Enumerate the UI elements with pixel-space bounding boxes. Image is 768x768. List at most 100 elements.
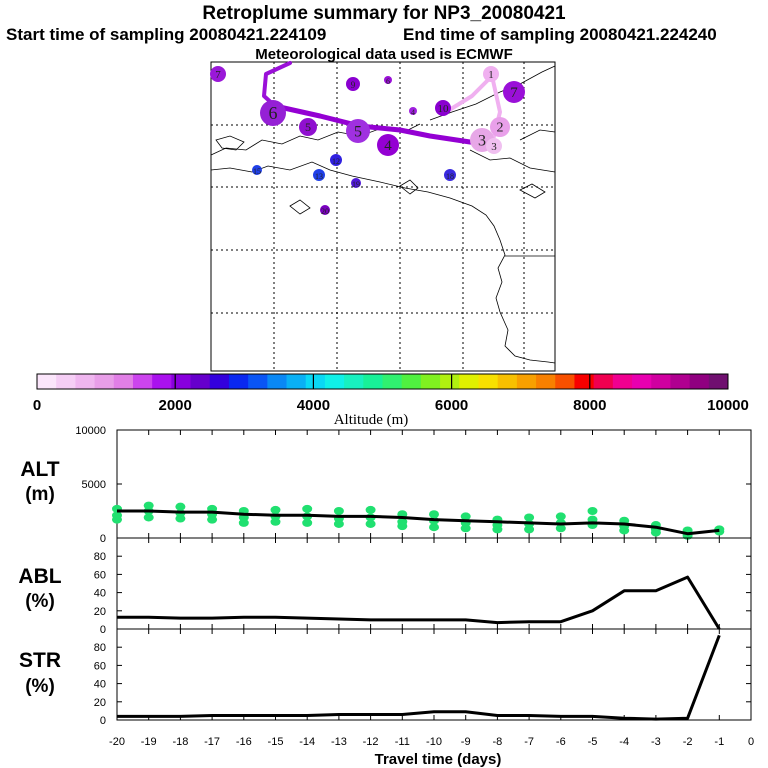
colorbar-swatch (344, 374, 364, 389)
altitude-point (460, 524, 471, 533)
plume-marker: 9 (346, 77, 360, 91)
plume-marker: 13 (313, 169, 325, 181)
plume-marker: 3 (486, 138, 502, 154)
y-tick-label: 40 (94, 588, 106, 600)
colorbar-swatch (670, 374, 691, 389)
x-tick-label: -7 (524, 736, 534, 748)
x-tick-label: -18 (172, 736, 188, 748)
panel-unit: (%) (25, 591, 55, 612)
altitude-point (555, 524, 566, 533)
colorbar-swatch (574, 374, 595, 389)
plume-marker: 4 (409, 107, 417, 117)
plume-marker-label: 3 (491, 141, 497, 153)
met-data-label: Meteorological data used is ECMWF (255, 46, 513, 63)
panel-str: 0 20 40 60 80 STR (%) (19, 628, 752, 727)
colorbar-swatch (401, 374, 422, 389)
x-tick-label: -8 (493, 736, 503, 748)
y-tick-label: 60 (94, 569, 106, 581)
colorbar-swatch (56, 374, 76, 389)
plume-marker-label: 1 (488, 69, 494, 81)
plume-marker-dot (490, 117, 510, 137)
panel-frame (116, 537, 752, 630)
colorbar-title: Altitude (m) (334, 412, 409, 428)
plume-marker-dot (483, 66, 499, 82)
altitude-point (238, 518, 249, 527)
altitude-point (555, 512, 566, 521)
plume-marker-dot (252, 165, 262, 175)
colorbar-swatch (209, 374, 230, 389)
plume-marker: 6 (384, 76, 392, 86)
colorbar-swatch (459, 374, 479, 389)
plume-marker-label: 7 (510, 85, 518, 101)
plume-marker-label: 4 (411, 108, 415, 117)
x-tick-label: -3 (651, 736, 661, 748)
x-tick-label: -19 (141, 736, 157, 748)
colorbar-swatch (190, 374, 211, 389)
y-tick-label: 0 (100, 715, 106, 727)
plume-marker: 12 (330, 154, 342, 166)
plume-marker-dot (503, 81, 525, 103)
colorbar-swatch (497, 374, 518, 389)
colorbar-swatch (651, 374, 671, 389)
plume-marker-label: 18 (446, 172, 454, 181)
x-tick-label: -17 (204, 736, 220, 748)
x-tick-label: -5 (588, 736, 598, 748)
x-tick-label: -13 (331, 736, 347, 748)
colorbar-swatch (37, 374, 57, 389)
altitude-point (302, 504, 313, 513)
y-tick-label: 60 (94, 660, 106, 672)
y-tick-label: 40 (94, 679, 106, 691)
plume-marker-dot (409, 107, 417, 115)
plume-marker: 4 (377, 134, 399, 156)
colorbar-tick-label: 0 (33, 397, 41, 414)
altitude-colorbar: 0 2000 4000 6000 8000 10000 Altitude (m) (33, 373, 749, 428)
plume-marker-dot (435, 100, 451, 116)
colorbar-swatch (171, 374, 192, 389)
plume-marker-label: 3 (478, 132, 486, 149)
altitude-point (429, 510, 439, 519)
x-tick-label: -12 (363, 736, 379, 748)
page-title: Retroplume summary for NP3_20080421 (202, 3, 566, 24)
colorbar-swatch (75, 374, 96, 389)
panel-alt: 0 5000 10000 ALT (m) (20, 425, 752, 545)
colorbar-swatch (555, 374, 575, 389)
plume-marker: 1 (483, 66, 499, 82)
colorbar-swatch (632, 374, 652, 389)
colorbar-swatch (248, 374, 268, 389)
colorbar-swatch (228, 374, 249, 389)
y-tick-label: 20 (94, 606, 106, 618)
y-tick-label: 80 (94, 551, 106, 563)
altitude-point (112, 515, 122, 524)
plume-marker-label: 15 (253, 167, 261, 176)
plume-marker-label: 2 (497, 121, 504, 136)
x-tick-label: -1 (714, 736, 724, 748)
colorbar-swatch (612, 374, 633, 389)
plume-marker-dot (444, 169, 456, 181)
plume-marker-label: 4 (384, 138, 392, 154)
altitude-point (524, 513, 535, 522)
end-time-label: End time of sampling 20080421.224240 (403, 25, 717, 44)
plume-marker-label: 6 (269, 103, 278, 123)
panel-label: ALT (20, 458, 59, 481)
altitude-point (143, 513, 154, 522)
x-axis-title: Travel time (days) (375, 751, 502, 768)
plume-marker-dot (486, 138, 502, 154)
series-line-abl (117, 575, 721, 630)
x-tick-label: -10 (426, 736, 442, 748)
x-tick-label: -9 (461, 736, 471, 748)
altitude-point (397, 522, 408, 531)
panel-frame (116, 628, 752, 721)
altitude-point (207, 515, 218, 524)
plume-marker-label: 9 (351, 80, 356, 90)
plume-marker: 10 (435, 100, 451, 116)
plume-marker-label: 13 (315, 172, 323, 181)
altitude-point (270, 505, 281, 514)
x-tick-label: -11 (395, 736, 410, 748)
colorbar-swatch (536, 374, 556, 389)
plume-marker-dot (210, 66, 226, 82)
x-tick-label: -20 (109, 736, 125, 748)
plume-marker-label: 12 (332, 157, 340, 166)
y-tick-label: 10000 (75, 425, 106, 437)
y-tick-label: 80 (94, 642, 106, 654)
